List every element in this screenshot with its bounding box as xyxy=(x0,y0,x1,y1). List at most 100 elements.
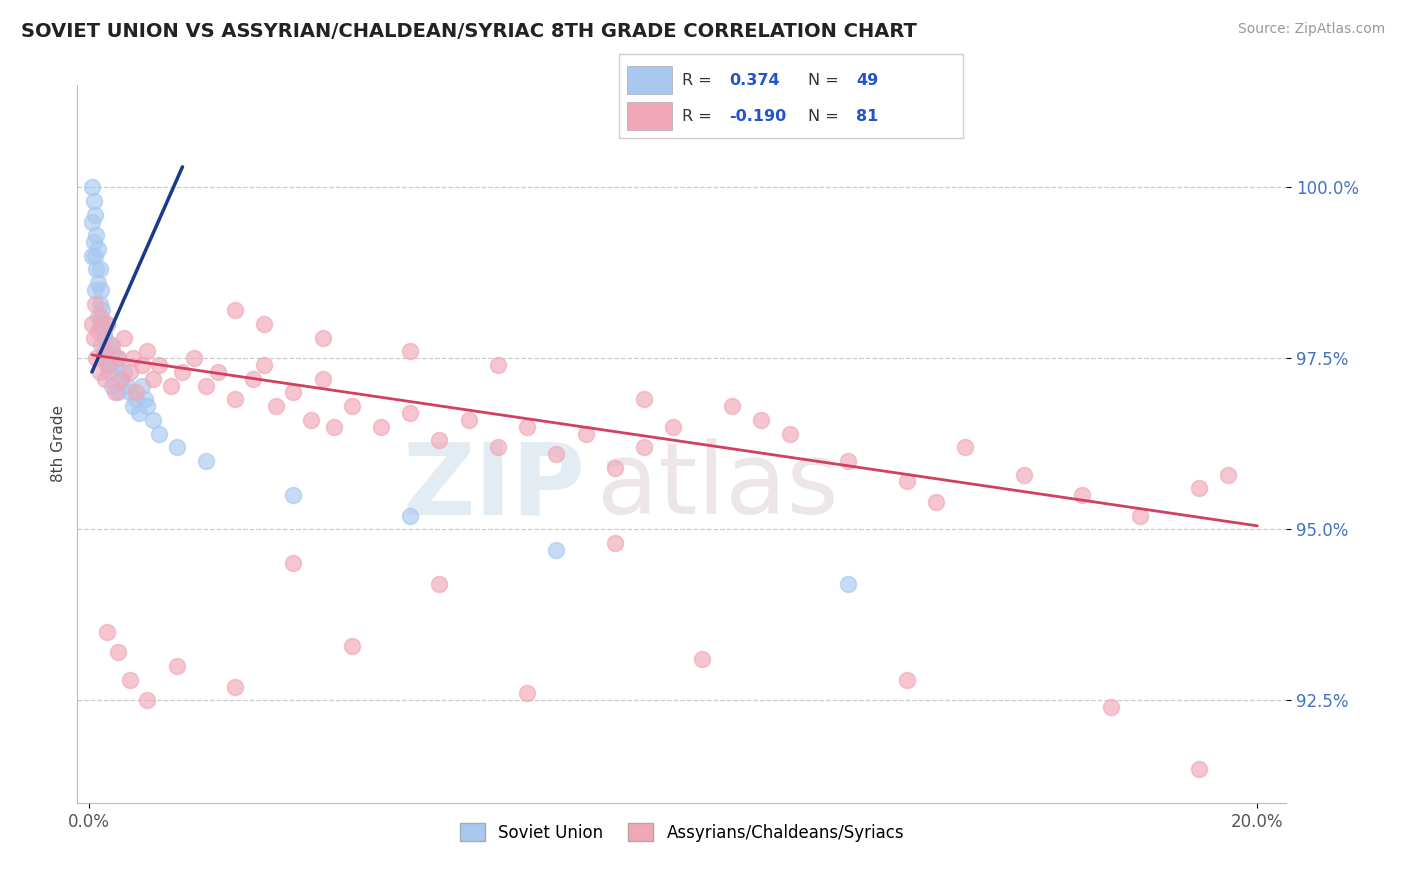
Point xyxy=(83,208,105,222)
Point xyxy=(94,331,117,345)
Point xyxy=(399,344,422,359)
Point xyxy=(84,351,107,366)
Point xyxy=(603,460,626,475)
Point xyxy=(128,406,150,420)
FancyBboxPatch shape xyxy=(619,54,963,138)
Point xyxy=(546,447,568,461)
Point xyxy=(311,372,333,386)
Point xyxy=(896,475,918,489)
FancyBboxPatch shape xyxy=(627,66,672,94)
Point xyxy=(112,331,135,345)
Point xyxy=(749,413,772,427)
Point xyxy=(87,324,110,338)
Point xyxy=(516,686,538,700)
Point xyxy=(299,413,322,427)
Point xyxy=(148,358,170,372)
Point xyxy=(194,454,217,468)
Point xyxy=(1099,700,1122,714)
Point xyxy=(323,419,346,434)
Point xyxy=(87,242,110,256)
Point xyxy=(633,392,655,407)
Point xyxy=(83,331,105,345)
Point xyxy=(90,303,112,318)
Point xyxy=(720,399,742,413)
Text: 81: 81 xyxy=(856,109,879,123)
Point xyxy=(283,488,305,502)
Point xyxy=(194,378,217,392)
Point xyxy=(121,351,143,366)
Point xyxy=(90,337,112,351)
Point xyxy=(83,235,105,249)
Point xyxy=(96,317,118,331)
Text: Source: ZipAtlas.com: Source: ZipAtlas.com xyxy=(1237,22,1385,37)
Point xyxy=(253,358,276,372)
Point xyxy=(89,365,111,379)
Point xyxy=(96,624,118,639)
Point xyxy=(118,365,141,379)
Point xyxy=(101,337,124,351)
Point xyxy=(953,440,976,454)
Point xyxy=(107,351,129,366)
Point xyxy=(98,337,121,351)
Point xyxy=(896,673,918,687)
Point xyxy=(131,358,153,372)
Point xyxy=(457,413,479,427)
Point xyxy=(183,351,205,366)
Point xyxy=(253,317,276,331)
FancyBboxPatch shape xyxy=(627,103,672,130)
Point xyxy=(80,249,103,263)
Point xyxy=(172,365,194,379)
Point xyxy=(98,365,121,379)
Point xyxy=(399,508,422,523)
Point xyxy=(90,310,112,325)
Point xyxy=(574,426,596,441)
Point xyxy=(692,652,714,666)
Point xyxy=(93,324,115,338)
Point xyxy=(134,392,156,407)
Point xyxy=(125,392,148,407)
Point xyxy=(80,317,103,331)
Point xyxy=(89,296,111,310)
Text: SOVIET UNION VS ASSYRIAN/CHALDEAN/SYRIAC 8TH GRADE CORRELATION CHART: SOVIET UNION VS ASSYRIAN/CHALDEAN/SYRIAC… xyxy=(21,22,917,41)
Text: N =: N = xyxy=(808,109,839,123)
Point xyxy=(107,351,129,366)
Point xyxy=(166,440,188,454)
Point xyxy=(136,399,159,413)
Point xyxy=(148,426,170,441)
Text: 49: 49 xyxy=(856,72,879,87)
Point xyxy=(142,413,165,427)
Point xyxy=(486,440,509,454)
Point xyxy=(107,645,129,659)
Point xyxy=(1071,488,1094,502)
Point xyxy=(89,262,111,277)
Point xyxy=(90,283,112,297)
Point xyxy=(486,358,509,372)
Point xyxy=(370,419,392,434)
Point xyxy=(80,180,103,194)
Point xyxy=(1129,508,1152,523)
Point xyxy=(340,639,363,653)
Point xyxy=(224,303,246,318)
Point xyxy=(224,392,246,407)
Point xyxy=(925,495,948,509)
Point xyxy=(603,536,626,550)
Point xyxy=(104,385,127,400)
Point xyxy=(118,673,141,687)
Point xyxy=(121,399,143,413)
Point xyxy=(112,365,135,379)
Point xyxy=(90,317,112,331)
Point xyxy=(80,214,103,228)
Point xyxy=(125,385,148,400)
Point xyxy=(87,276,110,290)
Point xyxy=(264,399,287,413)
Point xyxy=(83,194,105,208)
Point xyxy=(159,378,181,392)
Text: atlas: atlas xyxy=(598,438,839,535)
Point xyxy=(837,454,859,468)
Point xyxy=(93,351,115,366)
Point xyxy=(84,228,107,243)
Point xyxy=(98,358,121,372)
Point xyxy=(107,385,129,400)
Point xyxy=(516,419,538,434)
Point xyxy=(1012,467,1035,482)
